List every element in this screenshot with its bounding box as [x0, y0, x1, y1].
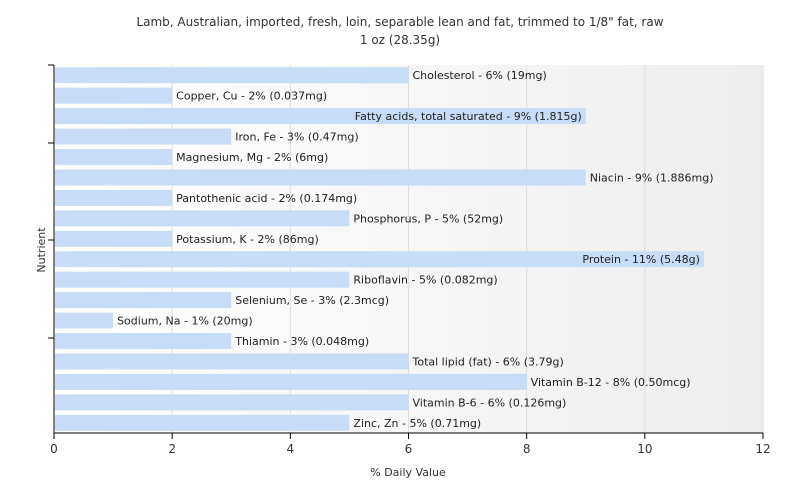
bar — [55, 169, 586, 186]
axes: 0 2 4 6 8 10 12 — [48, 64, 771, 456]
bar — [55, 67, 409, 84]
x-tick-label: 12 — [755, 442, 770, 456]
bar — [55, 333, 232, 349]
chart-subtitle: 1 oz (28.35g) — [360, 33, 440, 47]
x-tick-label: 6 — [405, 442, 413, 456]
bars: Cholesterol - 6% (19mg) Copper, Cu - 2% (… — [55, 67, 714, 431]
bar — [55, 189, 173, 206]
bar-label: Copper, Cu - 2% (0.037mg) — [176, 90, 327, 103]
bar — [55, 292, 232, 309]
bar — [55, 394, 409, 411]
x-tick-label: 2 — [168, 442, 176, 456]
bar-label: Zinc, Zn - 5% (0.71mg) — [353, 417, 481, 430]
grid-lines — [171, 65, 764, 433]
bar-label: Iron, Fe - 3% (0.47mg) — [235, 131, 358, 144]
bar-label: Vitamin B-6 - 6% (0.126mg) — [413, 396, 567, 409]
x-tick-label: 0 — [50, 442, 58, 456]
bar-label: Selenium, Se - 3% (2.3mcg) — [235, 294, 389, 307]
bar — [55, 128, 232, 145]
x-tick-label: 8 — [523, 442, 531, 456]
bar — [55, 87, 173, 104]
x-axis-title: % Daily Value — [370, 466, 446, 479]
bar — [55, 312, 114, 329]
bar — [55, 149, 173, 165]
bar-label: Fatty acids, total saturated - 9% (1.815… — [355, 110, 582, 123]
x-tick-label: 4 — [287, 442, 295, 456]
x-tick-label: 10 — [637, 442, 652, 456]
bar — [55, 251, 704, 268]
bar — [55, 414, 350, 431]
bar — [55, 353, 409, 370]
bar-label: Riboflavin - 5% (0.082mg) — [353, 274, 497, 287]
bar-label: Cholesterol - 6% (19mg) — [413, 69, 547, 82]
y-axis-title: Nutrient — [35, 227, 48, 273]
bar — [55, 210, 350, 227]
bar — [55, 108, 586, 125]
bar-label: Protein - 11% (5.48g) — [582, 253, 700, 266]
bar-label: Vitamin B-12 - 8% (0.50mcg) — [531, 376, 691, 389]
bar-label: Phosphorus, P - 5% (52mg) — [353, 212, 503, 225]
bar-label: Potassium, K - 2% (86mg) — [176, 233, 319, 246]
bar-label: Niacin - 9% (1.886mg) — [590, 171, 714, 184]
bar-label: Total lipid (fat) - 6% (3.79g) — [412, 355, 564, 368]
bar-label: Sodium, Na - 1% (20mg) — [117, 315, 253, 328]
chart-title: Lamb, Australian, imported, fresh, loin,… — [136, 15, 663, 29]
bar — [55, 271, 350, 288]
bar — [55, 373, 527, 390]
bar — [55, 230, 173, 247]
bar-label: Thiamin - 3% (0.048mg) — [234, 335, 369, 348]
bar-label: Magnesium, Mg - 2% (6mg) — [176, 151, 328, 164]
bar-label: Pantothenic acid - 2% (0.174mg) — [176, 192, 357, 205]
